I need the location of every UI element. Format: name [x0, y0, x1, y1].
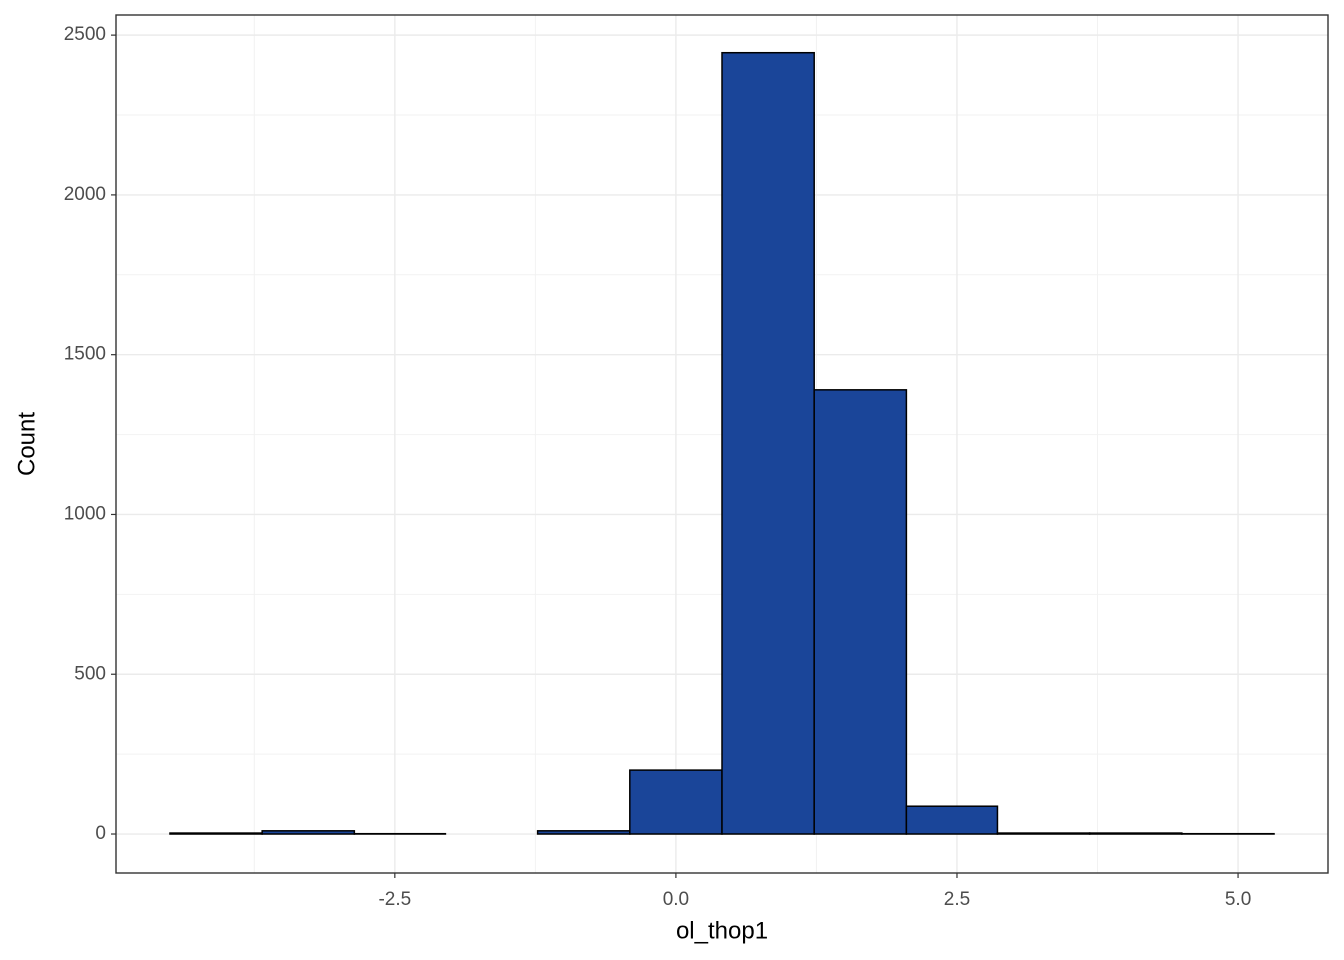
x-axis-title: ol_thop1 — [676, 917, 768, 944]
histogram-bar — [813, 389, 908, 835]
x-tick-label: 0.0 — [663, 889, 689, 910]
histogram-bar — [721, 51, 815, 835]
y-tick-label: 2000 — [64, 184, 106, 205]
x-tick-label: -2.5 — [378, 889, 411, 910]
histogram-bar — [536, 830, 631, 835]
histogram-bar — [169, 832, 263, 835]
y-tick-label: 2500 — [64, 24, 106, 45]
y-tick-label: 0 — [95, 823, 106, 844]
histogram-bar — [629, 769, 723, 835]
x-tick-label: 5.0 — [1225, 889, 1251, 910]
y-axis-title: Count — [13, 412, 40, 476]
y-tick-label: 1500 — [64, 344, 106, 365]
y-tick-label: 500 — [74, 663, 106, 684]
plot-border — [115, 14, 1329, 874]
histogram-bar — [996, 832, 1091, 835]
histogram-bar — [261, 830, 356, 835]
histogram-bar — [1088, 832, 1183, 835]
x-tick-label: 2.5 — [944, 889, 970, 910]
histogram-bar — [905, 805, 999, 835]
y-tick-label: 1000 — [64, 503, 106, 524]
